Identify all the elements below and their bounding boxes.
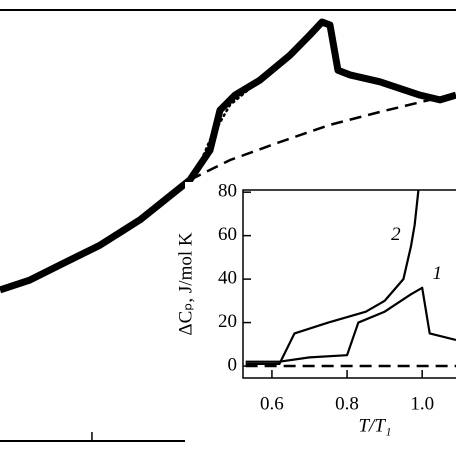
y-tick-label: 60 [218,224,237,245]
inset-axes [242,189,456,379]
y-tick-label: 80 [218,181,237,202]
x-tick-label: 0.8 [335,393,359,414]
y-axis-label: ΔCₚ, J/mol K [175,232,196,336]
data-line [189,93,456,181]
x-tick-label: 1.0 [410,393,434,414]
curve-label: 2 [391,224,401,245]
data-line [245,286,456,363]
data-line [0,18,456,294]
data-line [193,78,262,177]
y-tick-label: 20 [218,311,237,332]
inset-background [185,182,456,456]
data-line [245,189,420,365]
x-axis-label: T/T₁ [358,415,391,436]
curve-label: 1 [432,263,442,284]
y-tick-label: 0 [228,354,238,375]
y-tick-label: 40 [218,267,237,288]
x-tick-label: 0.6 [260,393,284,414]
